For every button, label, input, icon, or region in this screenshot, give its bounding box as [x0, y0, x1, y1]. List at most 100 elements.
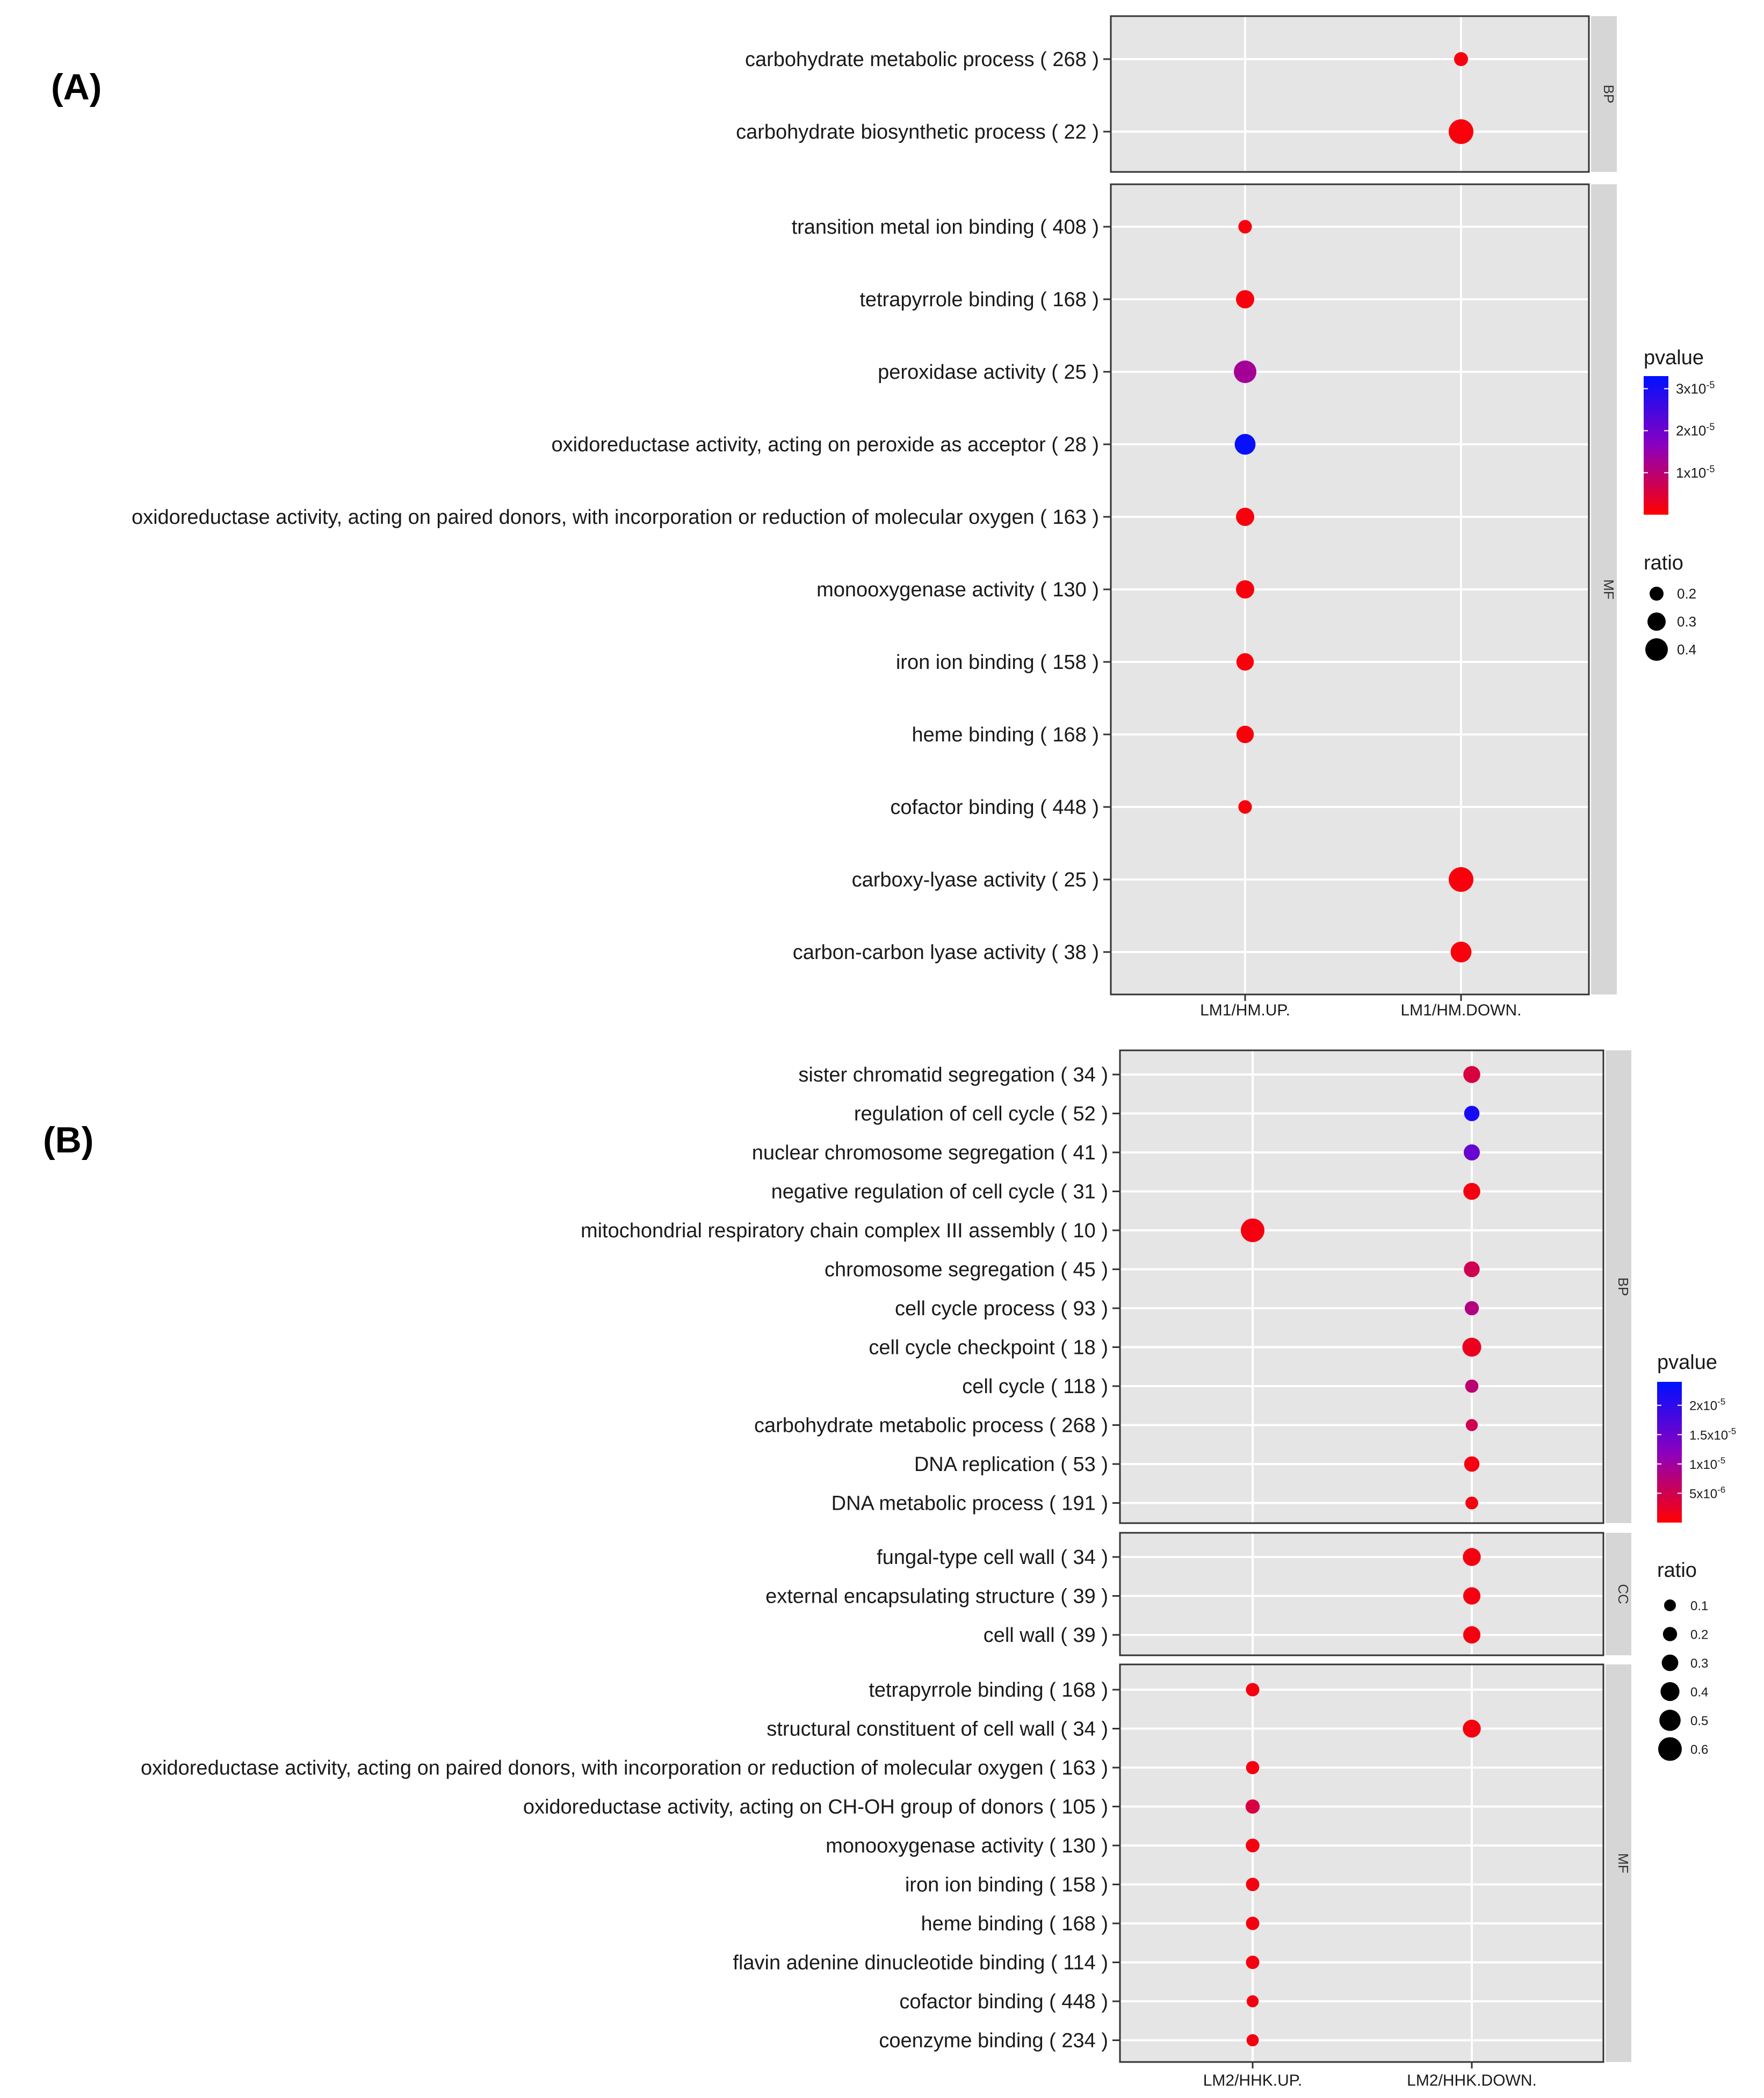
data-point: [1463, 1183, 1480, 1200]
y-tick-label: DNA replication ( 53 ): [914, 1453, 1108, 1476]
data-point: [1236, 290, 1254, 308]
data-point: [1236, 725, 1254, 744]
facet-strip-label: MF: [1615, 1853, 1631, 1873]
legend-size-label: 0.5: [1690, 1714, 1708, 1728]
x-tick-label: LM1/HM.UP.: [1200, 1001, 1290, 1019]
y-tick-label: cofactor binding ( 448 ): [890, 796, 1099, 819]
y-tick-label: peroxidase activity ( 25 ): [878, 361, 1099, 384]
facet-border: [1119, 1663, 1604, 2063]
legend-color-tick-label: 1x10-5: [1676, 464, 1715, 481]
legend-color-tick-exponent: -5: [1706, 464, 1715, 474]
facet-strip: [1606, 1533, 1631, 1655]
y-tick-label: cell cycle ( 118 ): [962, 1375, 1108, 1398]
facet-border: [1119, 1532, 1604, 1656]
legend-size-key: [1647, 612, 1666, 631]
legend-size-label: 0.3: [1690, 1656, 1708, 1671]
facet-strip-label: BP: [1601, 85, 1617, 104]
data-point: [1465, 1496, 1478, 1510]
panel-label: (B): [43, 1120, 93, 1160]
legend-color-bar: [1644, 376, 1668, 515]
legend-size-label: 0.3: [1677, 614, 1696, 630]
facet-cc: fungal-type cell wall ( 34 ) external enc…: [765, 1532, 1631, 1656]
y-tick-label: carboxy-lyase activity ( 25 ): [852, 869, 1099, 891]
data-point: [1464, 1456, 1480, 1472]
legend-color-tick-label: 1.5x10-5: [1689, 1426, 1736, 1443]
y-tick-label: regulation of cell cycle ( 52 ): [854, 1103, 1108, 1126]
y-tick-label: oxidoreductase activity, acting on perox…: [551, 434, 1099, 456]
y-tick-label: mitochondrial respiratory chain complex …: [581, 1220, 1108, 1242]
legend: pvalue 1x10-5 2x10-5 3x10-5 ratio 0.2 0.3 0.4: [1644, 347, 1715, 661]
y-tick-label: transition metal ion binding ( 408 ): [792, 216, 1099, 239]
y-tick-label: cell cycle checkpoint ( 18 ): [869, 1337, 1108, 1359]
legend-size-label: 0.4: [1677, 641, 1696, 658]
data-point: [1463, 1719, 1481, 1738]
facet-mf: tetrapyrrole binding ( 168 ) structural c…: [141, 1663, 1631, 2063]
y-tick-label: carbohydrate metabolic process ( 268 ): [754, 1415, 1108, 1437]
y-tick-label: flavin adenine dinucleotide binding ( 11…: [733, 1952, 1108, 1974]
y-tick-label: negative regulation of cell cycle ( 31 ): [771, 1181, 1108, 1203]
y-tick-label: fungal-type cell wall ( 34 ): [877, 1546, 1108, 1569]
legend-size-key: [1660, 1682, 1680, 1702]
x-tick-label: LM2/HHK.DOWN.: [1407, 2072, 1537, 2089]
chart-panel-b: (B) sister chromatid segregation ( 34 ) re…: [43, 1049, 1736, 2089]
data-point: [1465, 1419, 1478, 1431]
legend-color-tick-exponent: -5: [1706, 379, 1715, 390]
data-point: [1465, 1379, 1479, 1393]
data-point: [1234, 434, 1256, 455]
legend-size-label: 0.6: [1690, 1743, 1708, 1757]
facet-bp: carbohydrate metabolic process ( 268 ) ca…: [736, 15, 1617, 173]
y-tick-label: carbohydrate biosynthetic process ( 22 ): [736, 121, 1099, 143]
legend-size-label: 0.2: [1690, 1628, 1708, 1642]
y-tick-label: oxidoreductase activity, acting on CH-OH…: [523, 1796, 1108, 1819]
data-point: [1241, 1219, 1264, 1242]
data-point: [1246, 1683, 1260, 1697]
data-point: [1450, 941, 1472, 963]
legend-size-key: [1661, 1654, 1679, 1671]
y-tick-label: carbohydrate metabolic process ( 268 ): [745, 48, 1099, 71]
y-tick-label: oxidoreductase activity, acting on paire…: [141, 1757, 1108, 1779]
legend-color-title: pvalue: [1657, 1351, 1717, 1374]
facet-border: [1119, 1049, 1604, 1524]
y-tick-label: monooxygenase activity ( 130 ): [816, 579, 1099, 601]
x-tick-label: LM1/HM.DOWN.: [1401, 1001, 1522, 1019]
data-point: [1462, 1337, 1481, 1357]
data-point: [1246, 1956, 1260, 1969]
y-tick-label: iron ion binding ( 158 ): [896, 651, 1099, 674]
y-tick-label: heme binding ( 168 ): [912, 724, 1099, 746]
data-point: [1454, 52, 1468, 66]
y-tick-label: oxidoreductase activity, acting on paire…: [132, 506, 1099, 529]
legend-color-tick-label: 2x10-5: [1676, 422, 1715, 439]
facet-strip: [1606, 1050, 1631, 1523]
facet-background: [1111, 16, 1589, 172]
data-point: [1238, 220, 1252, 234]
legend-size-label: 0.4: [1690, 1685, 1708, 1700]
data-point: [1464, 1106, 1480, 1121]
data-point: [1463, 1587, 1481, 1605]
y-tick-label: cell cycle process ( 93 ): [895, 1297, 1108, 1320]
legend-color-tick-label: 2x10-5: [1689, 1397, 1725, 1414]
legend-color-tick-exponent: -5: [1728, 1426, 1736, 1436]
data-point: [1246, 1878, 1260, 1891]
x-tick-label: LM2/HHK.UP.: [1203, 2072, 1303, 2089]
y-tick-label: tetrapyrrole binding ( 168 ): [859, 289, 1099, 311]
data-point: [1464, 1261, 1480, 1278]
facet-mf: transition metal ion binding ( 408 ) tetr…: [132, 183, 1617, 996]
data-point: [1246, 2034, 1259, 2046]
y-tick-label: external encapsulating structure ( 39 ): [765, 1585, 1108, 1608]
y-tick-label: cofactor binding ( 448 ): [899, 1991, 1108, 2013]
facet-strip: [1606, 1664, 1631, 2062]
facet-strip-label: BP: [1615, 1278, 1631, 1296]
facet-background: [1120, 1664, 1603, 2062]
data-point: [1236, 580, 1254, 599]
y-tick-label: DNA metabolic process ( 191 ): [832, 1493, 1108, 1515]
legend-size-title: ratio: [1644, 552, 1683, 574]
facet-border: [1110, 183, 1590, 996]
data-point: [1449, 119, 1473, 144]
legend-size-key: [1662, 1627, 1678, 1641]
data-point: [1463, 1066, 1480, 1083]
chart-panel-a: (A) carbohydrate metabolic process ( 268 …: [51, 15, 1715, 1019]
facet-strip: [1591, 184, 1617, 994]
legend-size-label: 0.2: [1677, 586, 1696, 602]
